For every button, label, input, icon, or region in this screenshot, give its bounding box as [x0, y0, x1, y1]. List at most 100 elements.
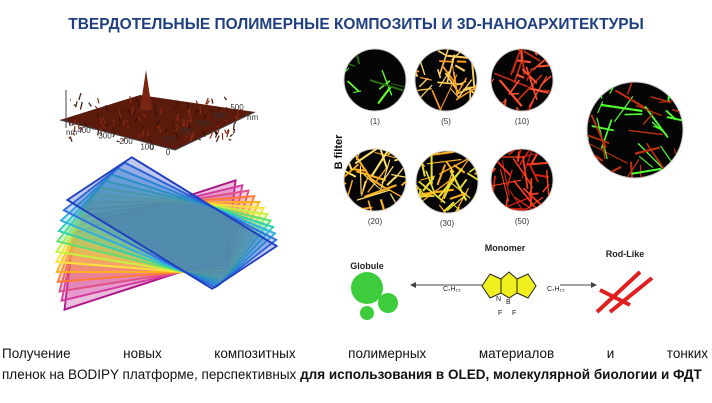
fiber [455, 77, 468, 96]
fiber [520, 99, 535, 111]
fiber [363, 184, 397, 198]
fiber [455, 81, 477, 101]
fiber [536, 207, 546, 211]
surface-texture [79, 101, 83, 110]
fiber [359, 209, 363, 211]
globule [351, 272, 383, 304]
fiber [416, 106, 428, 111]
arrowhead [591, 282, 597, 288]
fiber [527, 160, 553, 166]
surface-texture [154, 110, 158, 118]
surface-texture [224, 119, 228, 122]
fiber [449, 192, 468, 200]
fiber [498, 79, 523, 107]
fiber [394, 167, 404, 179]
ring [481, 273, 502, 299]
globule [378, 293, 398, 313]
glass-plate [57, 173, 275, 285]
fiber [587, 136, 590, 143]
fiber [420, 175, 436, 181]
surface-texture [225, 106, 228, 109]
fiber [600, 103, 643, 113]
fiber [382, 186, 406, 206]
fiber [369, 79, 404, 92]
fiber [548, 97, 553, 110]
fiber [491, 167, 497, 186]
fiber [344, 175, 347, 185]
surface-texture [147, 131, 150, 137]
fiber [436, 69, 442, 79]
surface-texture [234, 121, 237, 125]
surface-texture [233, 128, 236, 134]
fiber [418, 77, 429, 88]
fiber [453, 204, 462, 212]
unit-label: nm [66, 128, 77, 137]
illustrations [54, 48, 684, 320]
fiber [587, 154, 592, 168]
surface-texture [156, 120, 160, 126]
globule [360, 306, 374, 320]
atom: F [512, 310, 516, 317]
axis-tick-label: 100 [162, 135, 176, 144]
surface-texture [207, 123, 210, 126]
surface-texture [175, 126, 179, 132]
rod [599, 288, 631, 307]
fiber [422, 177, 454, 202]
surface-texture [118, 110, 122, 119]
surface-texture [72, 132, 76, 136]
fiber [431, 89, 448, 111]
atom: B [506, 299, 511, 306]
fiber [359, 165, 362, 194]
fiber [518, 149, 530, 155]
fiber [475, 203, 478, 208]
fiber [381, 69, 393, 96]
fiber [587, 82, 603, 97]
fiber [509, 189, 527, 211]
surface-texture [99, 127, 102, 136]
surface-texture [232, 123, 235, 130]
surface-texture [158, 125, 162, 133]
axis-tick-label: 400 [77, 126, 91, 135]
caption-text: пленок на BODIPY платформе, перспективны… [2, 367, 301, 382]
surface-texture [88, 102, 92, 107]
fiber [391, 83, 406, 90]
surface-texture [131, 106, 134, 115]
surface-texture [202, 114, 207, 121]
fiber [519, 49, 523, 63]
glass-plate [59, 167, 277, 287]
fiber [587, 89, 591, 107]
fiber [472, 49, 477, 51]
surface-texture [226, 129, 230, 138]
globule-label: Globule [350, 261, 384, 271]
fiber [438, 158, 469, 175]
micrograph-label: (10) [515, 117, 530, 126]
axis [174, 111, 256, 151]
fiber [518, 149, 534, 166]
surface-texture [78, 92, 82, 101]
fiber [392, 207, 406, 211]
axis-tick-label: 300 [196, 119, 210, 128]
surface-texture [188, 108, 191, 117]
fiber [506, 169, 513, 187]
axis [59, 119, 176, 151]
fiber [528, 162, 540, 183]
fiber [522, 50, 541, 62]
surface-texture [206, 100, 210, 105]
fiber [587, 91, 590, 123]
fiber [442, 201, 455, 213]
fiber [642, 112, 654, 125]
fiber [458, 178, 468, 191]
surface-peak [140, 70, 152, 110]
fiber [416, 151, 434, 155]
fiber [660, 145, 672, 162]
micrograph [343, 48, 407, 112]
fiber [543, 89, 553, 93]
surface-texture [96, 113, 99, 118]
axis-tick-label: 400 [213, 111, 227, 120]
fiber [587, 130, 610, 144]
fiber [360, 175, 370, 197]
fiber [628, 129, 664, 136]
surface-texture [199, 106, 202, 114]
fiber [597, 101, 604, 114]
surface-texture [102, 117, 107, 124]
